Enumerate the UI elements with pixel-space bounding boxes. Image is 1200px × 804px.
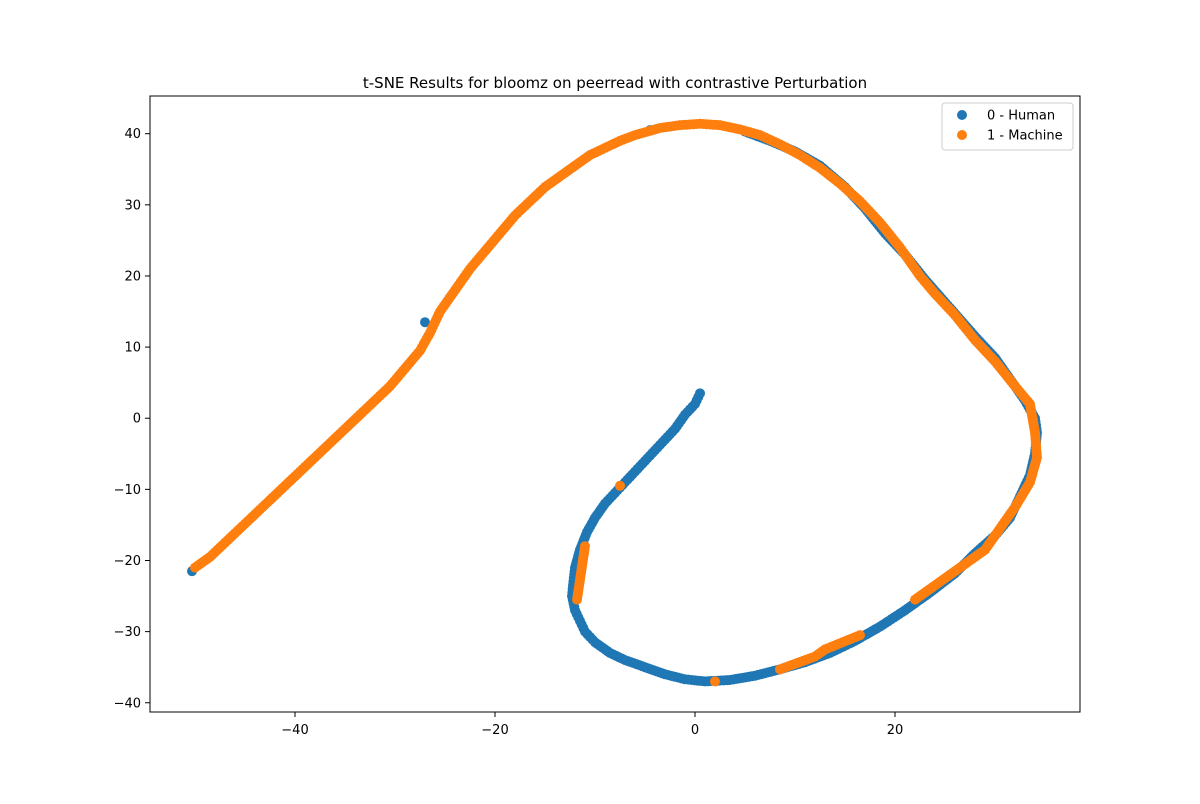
legend: 0 - Human 1 - Machine [941,102,1074,151]
y-tick-label: 20 [124,269,141,284]
data-point [615,480,625,491]
x-tick-label: 20 [887,723,904,738]
legend-box [941,102,1074,151]
legend-label: 0 - Human [987,109,1055,124]
y-tick-label: −30 [114,625,141,640]
legend-marker [957,130,967,140]
plot-frame [149,95,1081,713]
y-tick-label: 0 [133,412,141,427]
data-point [572,594,582,605]
series-1-points [190,118,1042,687]
y-tick-label: 10 [124,341,141,356]
x-tick-label: −20 [481,723,508,738]
x-tick-label: 0 [691,723,699,738]
data-point [910,594,920,605]
legend-marker [957,110,967,120]
data-point [420,317,430,328]
y-tick-label: 30 [124,198,141,213]
y-tick-label: −40 [114,696,141,711]
legend-label: 1 - Machine [987,129,1063,144]
y-tick-label: 40 [124,127,141,142]
data-point [710,676,720,687]
y-tick-label: −20 [114,554,141,569]
chart-title: t-SNE Results for bloomz on peerread wit… [363,74,867,92]
x-tick-label: −40 [281,723,308,738]
plot-marks [187,118,1042,687]
y-tick-label: −10 [114,483,141,498]
data-point [775,664,785,675]
axes: −40 −20 0 20 −40 −30 −20 −10 0 10 20 30 40 [114,127,904,738]
